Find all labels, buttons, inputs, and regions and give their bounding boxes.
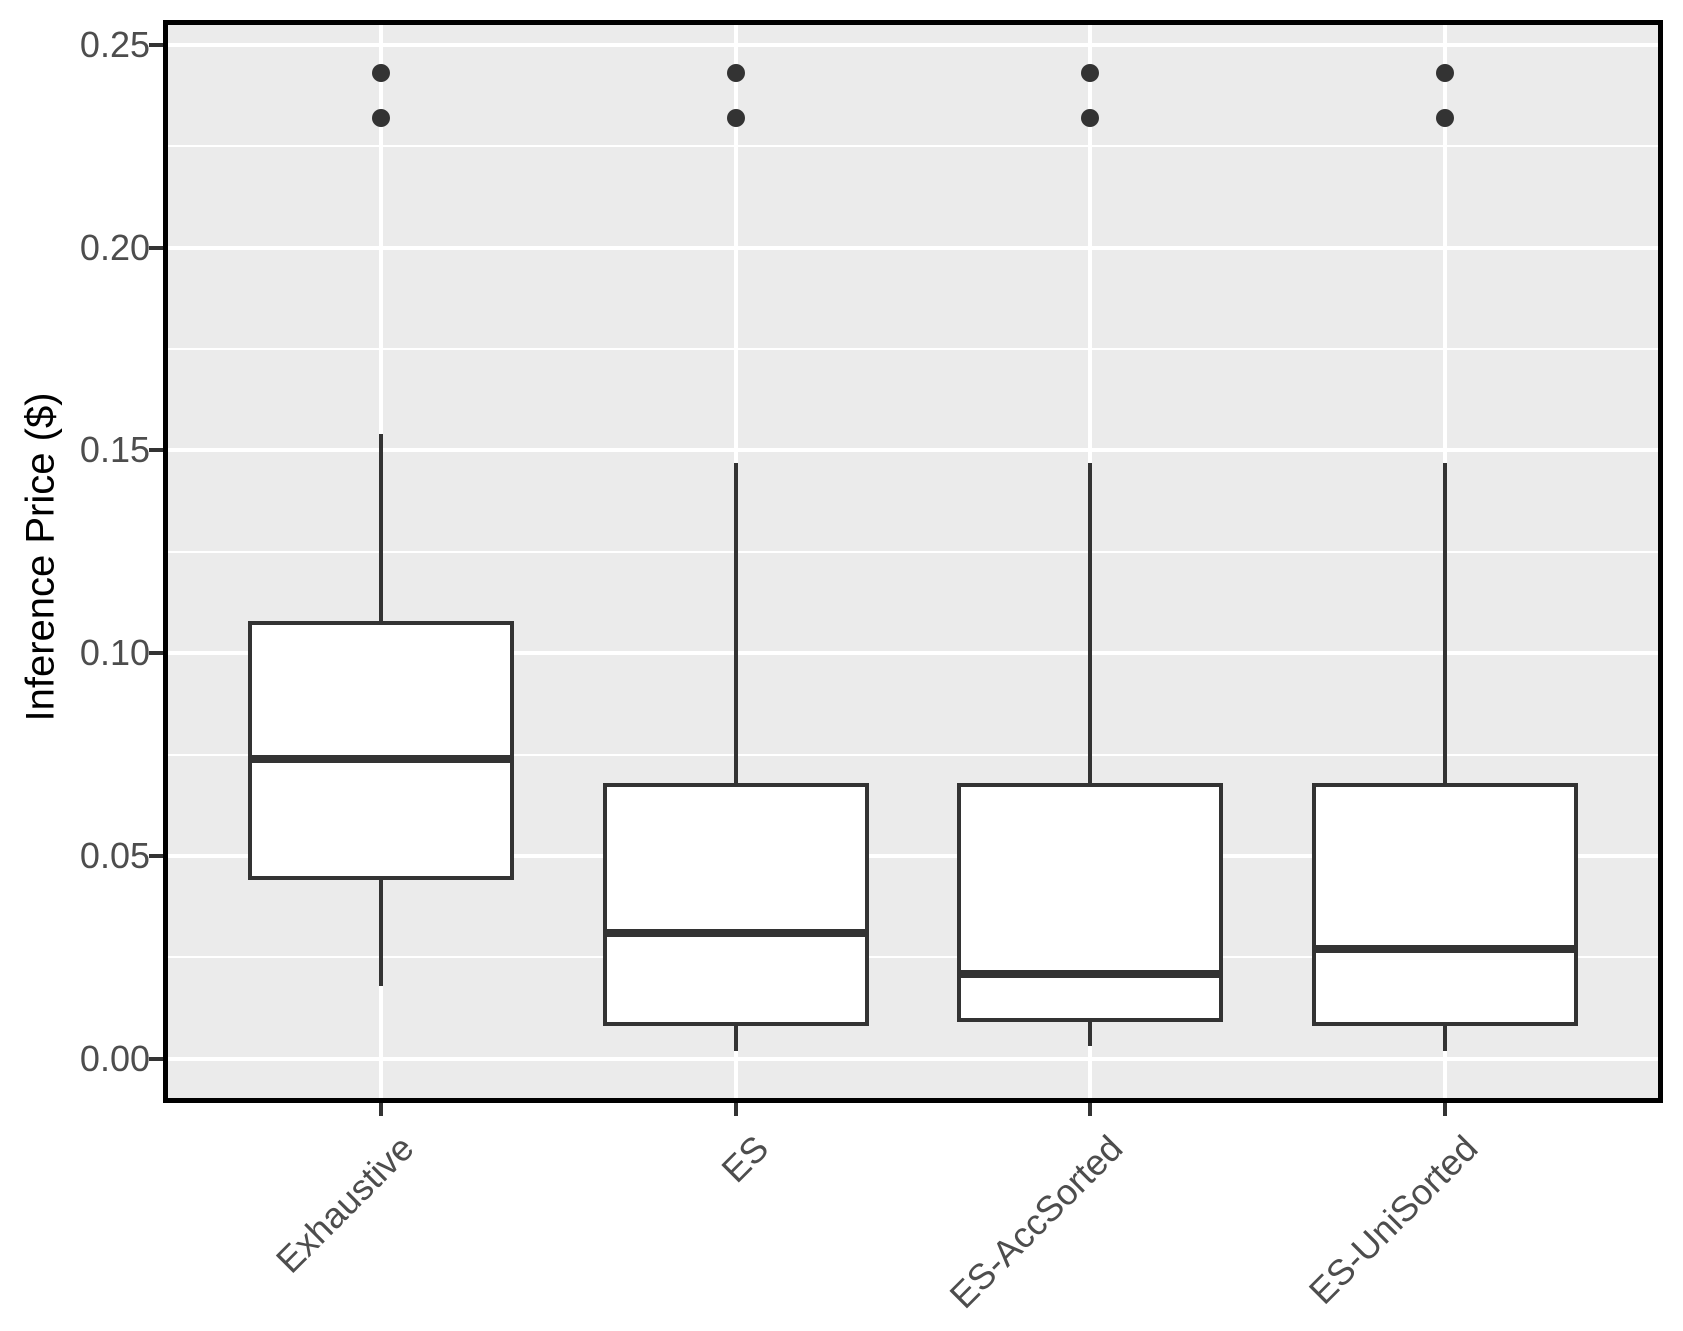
x-tick-label: ES — [712, 1127, 776, 1191]
y-tick-label: 0.00 — [79, 1037, 150, 1079]
iqr-box — [1312, 782, 1579, 1027]
gridline-major-horizontal — [168, 1056, 1658, 1061]
outlier-point — [726, 64, 745, 83]
x-tick-label: ES-AccSorted — [941, 1127, 1131, 1317]
y-tick-mark — [149, 42, 163, 47]
gridline-minor-horizontal — [168, 550, 1658, 553]
outlier-point — [1436, 108, 1455, 127]
y-tick-label: 0.25 — [79, 23, 150, 65]
y-tick-label: 0.10 — [79, 632, 150, 674]
iqr-box — [957, 782, 1224, 1023]
gridline-major-horizontal — [168, 448, 1658, 453]
x-tick-mark — [1443, 1103, 1448, 1116]
y-axis-title: Inference Price ($) — [18, 392, 63, 722]
lower-whisker — [1443, 1024, 1448, 1051]
gridline-major-horizontal — [168, 42, 1658, 47]
y-tick-label: 0.20 — [79, 226, 150, 268]
y-tick-mark — [149, 853, 163, 858]
lower-whisker — [378, 878, 383, 986]
upper-whisker — [1443, 462, 1448, 785]
upper-whisker — [733, 462, 738, 785]
lower-whisker — [733, 1024, 738, 1051]
outlier-point — [1081, 64, 1100, 83]
gridline-minor-horizontal — [168, 145, 1658, 148]
y-tick-mark — [149, 245, 163, 250]
median-line — [251, 754, 510, 763]
upper-whisker — [378, 434, 383, 623]
y-tick-mark — [149, 448, 163, 453]
upper-whisker — [1088, 462, 1093, 785]
outlier-point — [1081, 108, 1100, 127]
x-tick-mark — [1088, 1103, 1093, 1116]
y-tick-mark — [149, 1056, 163, 1061]
y-tick-label: 0.05 — [79, 834, 150, 876]
median-line — [606, 928, 865, 937]
gridline-major-horizontal — [168, 651, 1658, 656]
median-line — [961, 969, 1220, 978]
outlier-point — [1436, 64, 1455, 83]
outlier-point — [371, 64, 390, 83]
median-line — [1316, 945, 1575, 954]
x-tick-mark — [733, 1103, 738, 1116]
x-tick-label: ES-UniSorted — [1300, 1127, 1486, 1312]
lower-whisker — [1088, 1020, 1093, 1047]
outlier-point — [726, 108, 745, 127]
gridline-minor-horizontal — [168, 956, 1658, 959]
iqr-box — [602, 782, 869, 1027]
y-tick-mark — [149, 651, 163, 656]
x-tick-mark — [378, 1103, 383, 1116]
gridline-minor-horizontal — [168, 753, 1658, 756]
outlier-point — [371, 108, 390, 127]
gridline-minor-horizontal — [168, 348, 1658, 350]
gridline-major-horizontal — [168, 245, 1658, 250]
x-tick-label: Exhaustive — [267, 1127, 422, 1281]
gridline-major-horizontal — [168, 853, 1658, 858]
y-tick-label: 0.15 — [79, 429, 150, 471]
iqr-box — [247, 620, 514, 881]
